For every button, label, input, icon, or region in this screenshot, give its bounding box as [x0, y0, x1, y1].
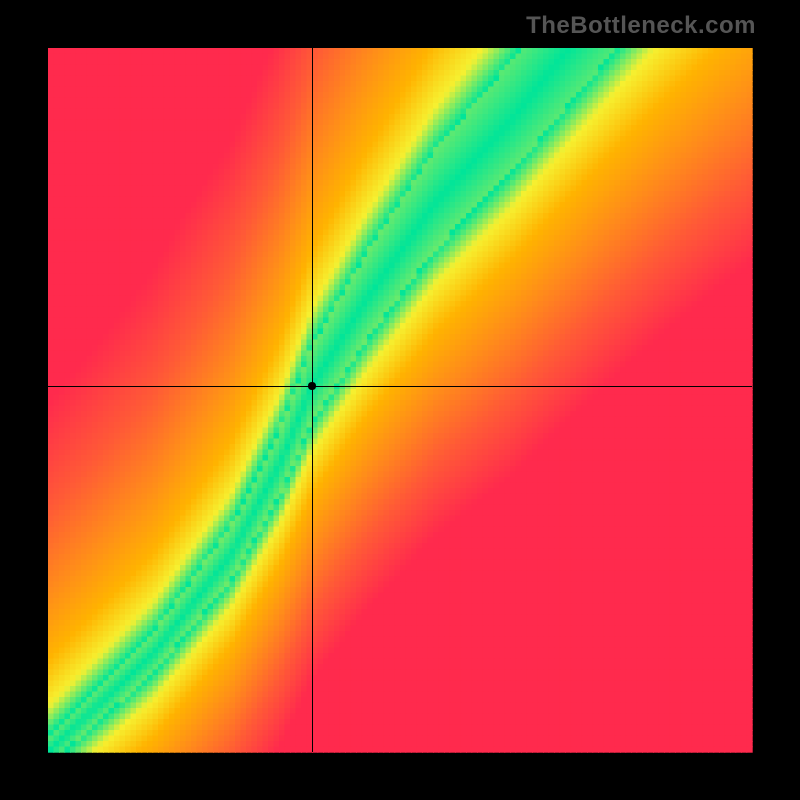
bottleneck-heatmap: [0, 0, 800, 800]
